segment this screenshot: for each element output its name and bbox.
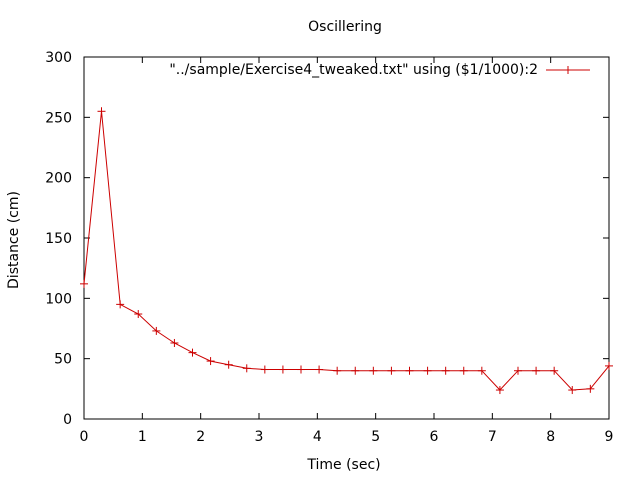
y-tick-label: 200 <box>45 171 72 187</box>
y-tick-label: 0 <box>63 412 72 428</box>
data-point <box>459 366 468 375</box>
x-tick-label: 4 <box>313 429 322 445</box>
y-axis: 0 50 100 150 200 250 300 <box>45 50 609 428</box>
legend-label: "../sample/Exercise4_tweaked.txt" using … <box>169 62 538 78</box>
x-tick-label: 5 <box>371 429 380 445</box>
x-tick-label: 9 <box>605 429 614 445</box>
x-tick-label: 2 <box>196 429 205 445</box>
data-point <box>116 300 125 309</box>
chart-title: Oscillering <box>308 19 382 35</box>
data-point <box>532 366 541 375</box>
y-tick-label: 100 <box>45 291 72 307</box>
data-point <box>134 310 143 319</box>
data-point <box>568 386 577 395</box>
data-point <box>333 366 342 375</box>
data-point <box>97 107 106 116</box>
x-axis: 0 1 2 3 4 5 6 7 8 9 <box>80 57 614 445</box>
data-point <box>586 384 595 393</box>
data-point <box>224 360 233 369</box>
data-point <box>423 366 432 375</box>
data-point <box>514 366 522 375</box>
data-point <box>315 365 324 374</box>
x-tick-label: 3 <box>255 429 264 445</box>
y-tick-label: 300 <box>45 50 72 66</box>
data-point <box>605 361 613 370</box>
data-point <box>369 366 378 375</box>
x-tick-label: 0 <box>80 429 89 445</box>
legend-marker <box>564 66 572 74</box>
x-tick-label: 8 <box>546 429 555 445</box>
data-point <box>152 326 161 335</box>
legend: "../sample/Exercise4_tweaked.txt" using … <box>169 62 590 78</box>
data-point <box>206 357 215 366</box>
data-point <box>387 366 396 375</box>
x-tick-label: 6 <box>430 429 439 445</box>
y-tick-label: 250 <box>45 110 72 126</box>
data-point <box>495 386 504 395</box>
x-axis-label: Time (sec) <box>306 457 380 473</box>
data-point <box>242 364 251 373</box>
y-tick-label: 150 <box>45 231 72 247</box>
data-point <box>297 365 305 374</box>
data-point <box>188 348 197 357</box>
y-axis-label: Distance (cm) <box>6 191 22 289</box>
data-point <box>351 366 360 375</box>
series-layer <box>80 107 613 395</box>
series-line <box>83 111 610 391</box>
data-point <box>260 365 269 374</box>
data-point <box>550 366 559 375</box>
data-point <box>80 279 88 288</box>
data-point <box>278 365 287 374</box>
data-point <box>441 366 450 375</box>
y-tick-label: 50 <box>54 352 72 368</box>
data-point <box>170 338 179 347</box>
x-tick-label: 7 <box>488 429 497 445</box>
x-tick-label: 1 <box>138 429 147 445</box>
data-point <box>477 366 486 375</box>
plot-frame <box>83 56 610 420</box>
data-point <box>405 366 414 375</box>
